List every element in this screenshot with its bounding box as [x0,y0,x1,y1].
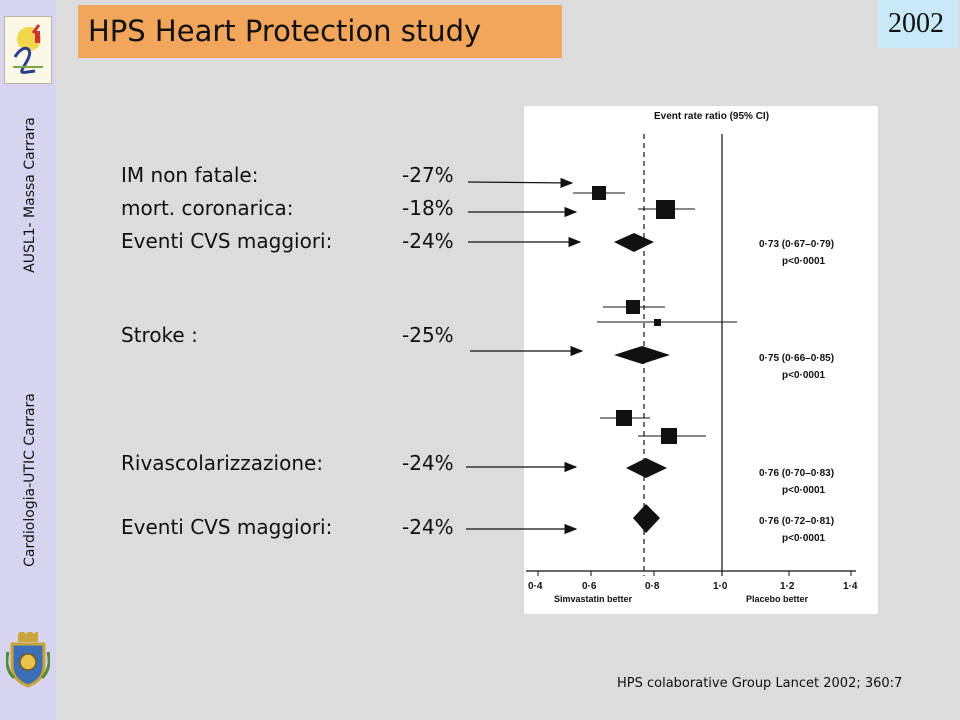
summary-ci: 0·76 (0·72–0·81) [759,516,834,527]
x-tick-label: 0·8 [645,581,660,592]
page-title: HPS Heart Protection study [88,14,482,48]
outcome-label: Rivascolarizzazione: [121,451,324,475]
arrow [467,177,574,189]
outcome-label: Eventi CVS maggiori: [121,515,333,539]
summary-p: p<0·0001 [782,485,826,496]
summary-diamond [626,458,667,478]
x-tick-label: 1·2 [780,581,795,592]
summary-p: p<0·0001 [782,256,826,267]
estimate-square [654,319,661,326]
outcome-label: IM non fatale: [121,163,259,187]
forest-plot-header: Event rate ratio (95% CI) [654,111,769,122]
estimate-square [616,410,632,426]
outcome-value: -24% [402,515,454,539]
summary-diamond [614,346,670,364]
x-left-label: Simvastatin better [554,594,633,604]
x-tick-label: 0·6 [582,581,597,592]
summary-diamond [633,504,660,533]
year-badge: 2002 [878,0,958,48]
summary-ci: 0·76 (0·70–0·83) [759,468,834,479]
summary-p: p<0·0001 [782,533,826,544]
outcome-label: Stroke : [121,323,198,347]
forest-plot: Event rate ratio (95% CI) 0·4 0·6 0·8 1·… [524,106,878,614]
year-label: 2002 [888,8,944,39]
outcome-value: -27% [402,163,454,187]
outcome-value: -24% [402,229,454,253]
summary-p: p<0·0001 [782,370,826,381]
x-tick-label: 1·0 [713,581,728,592]
outcome-label: mort. coronarica: [121,196,294,220]
outcome-label: Eventi CVS maggiori: [121,229,333,253]
outcome-value: -24% [402,451,454,475]
estimate-square [592,186,606,200]
sidebar: AUSL1- Massa Carrara Cardiologia-UTIC Ca… [0,0,56,720]
x-right-label: Placebo better [746,594,809,604]
estimate-square [626,300,640,314]
x-tick-label: 1·4 [843,581,858,592]
outcome-value: -18% [402,196,454,220]
outcome-value: -25% [402,323,454,347]
summary-ci: 0·75 (0·66–0·85) [759,353,834,364]
x-tick-label: 0·4 [528,581,543,592]
ausl-logo [4,16,52,84]
citation: HPS colaborative Group Lancet 2002; 360:… [617,676,903,691]
summary-diamond [614,233,654,252]
estimate-square [656,200,675,219]
estimate-square [661,428,677,444]
summary-ci: 0·73 (0·67–0·79) [759,239,834,250]
title-banner: HPS Heart Protection study [78,5,562,58]
